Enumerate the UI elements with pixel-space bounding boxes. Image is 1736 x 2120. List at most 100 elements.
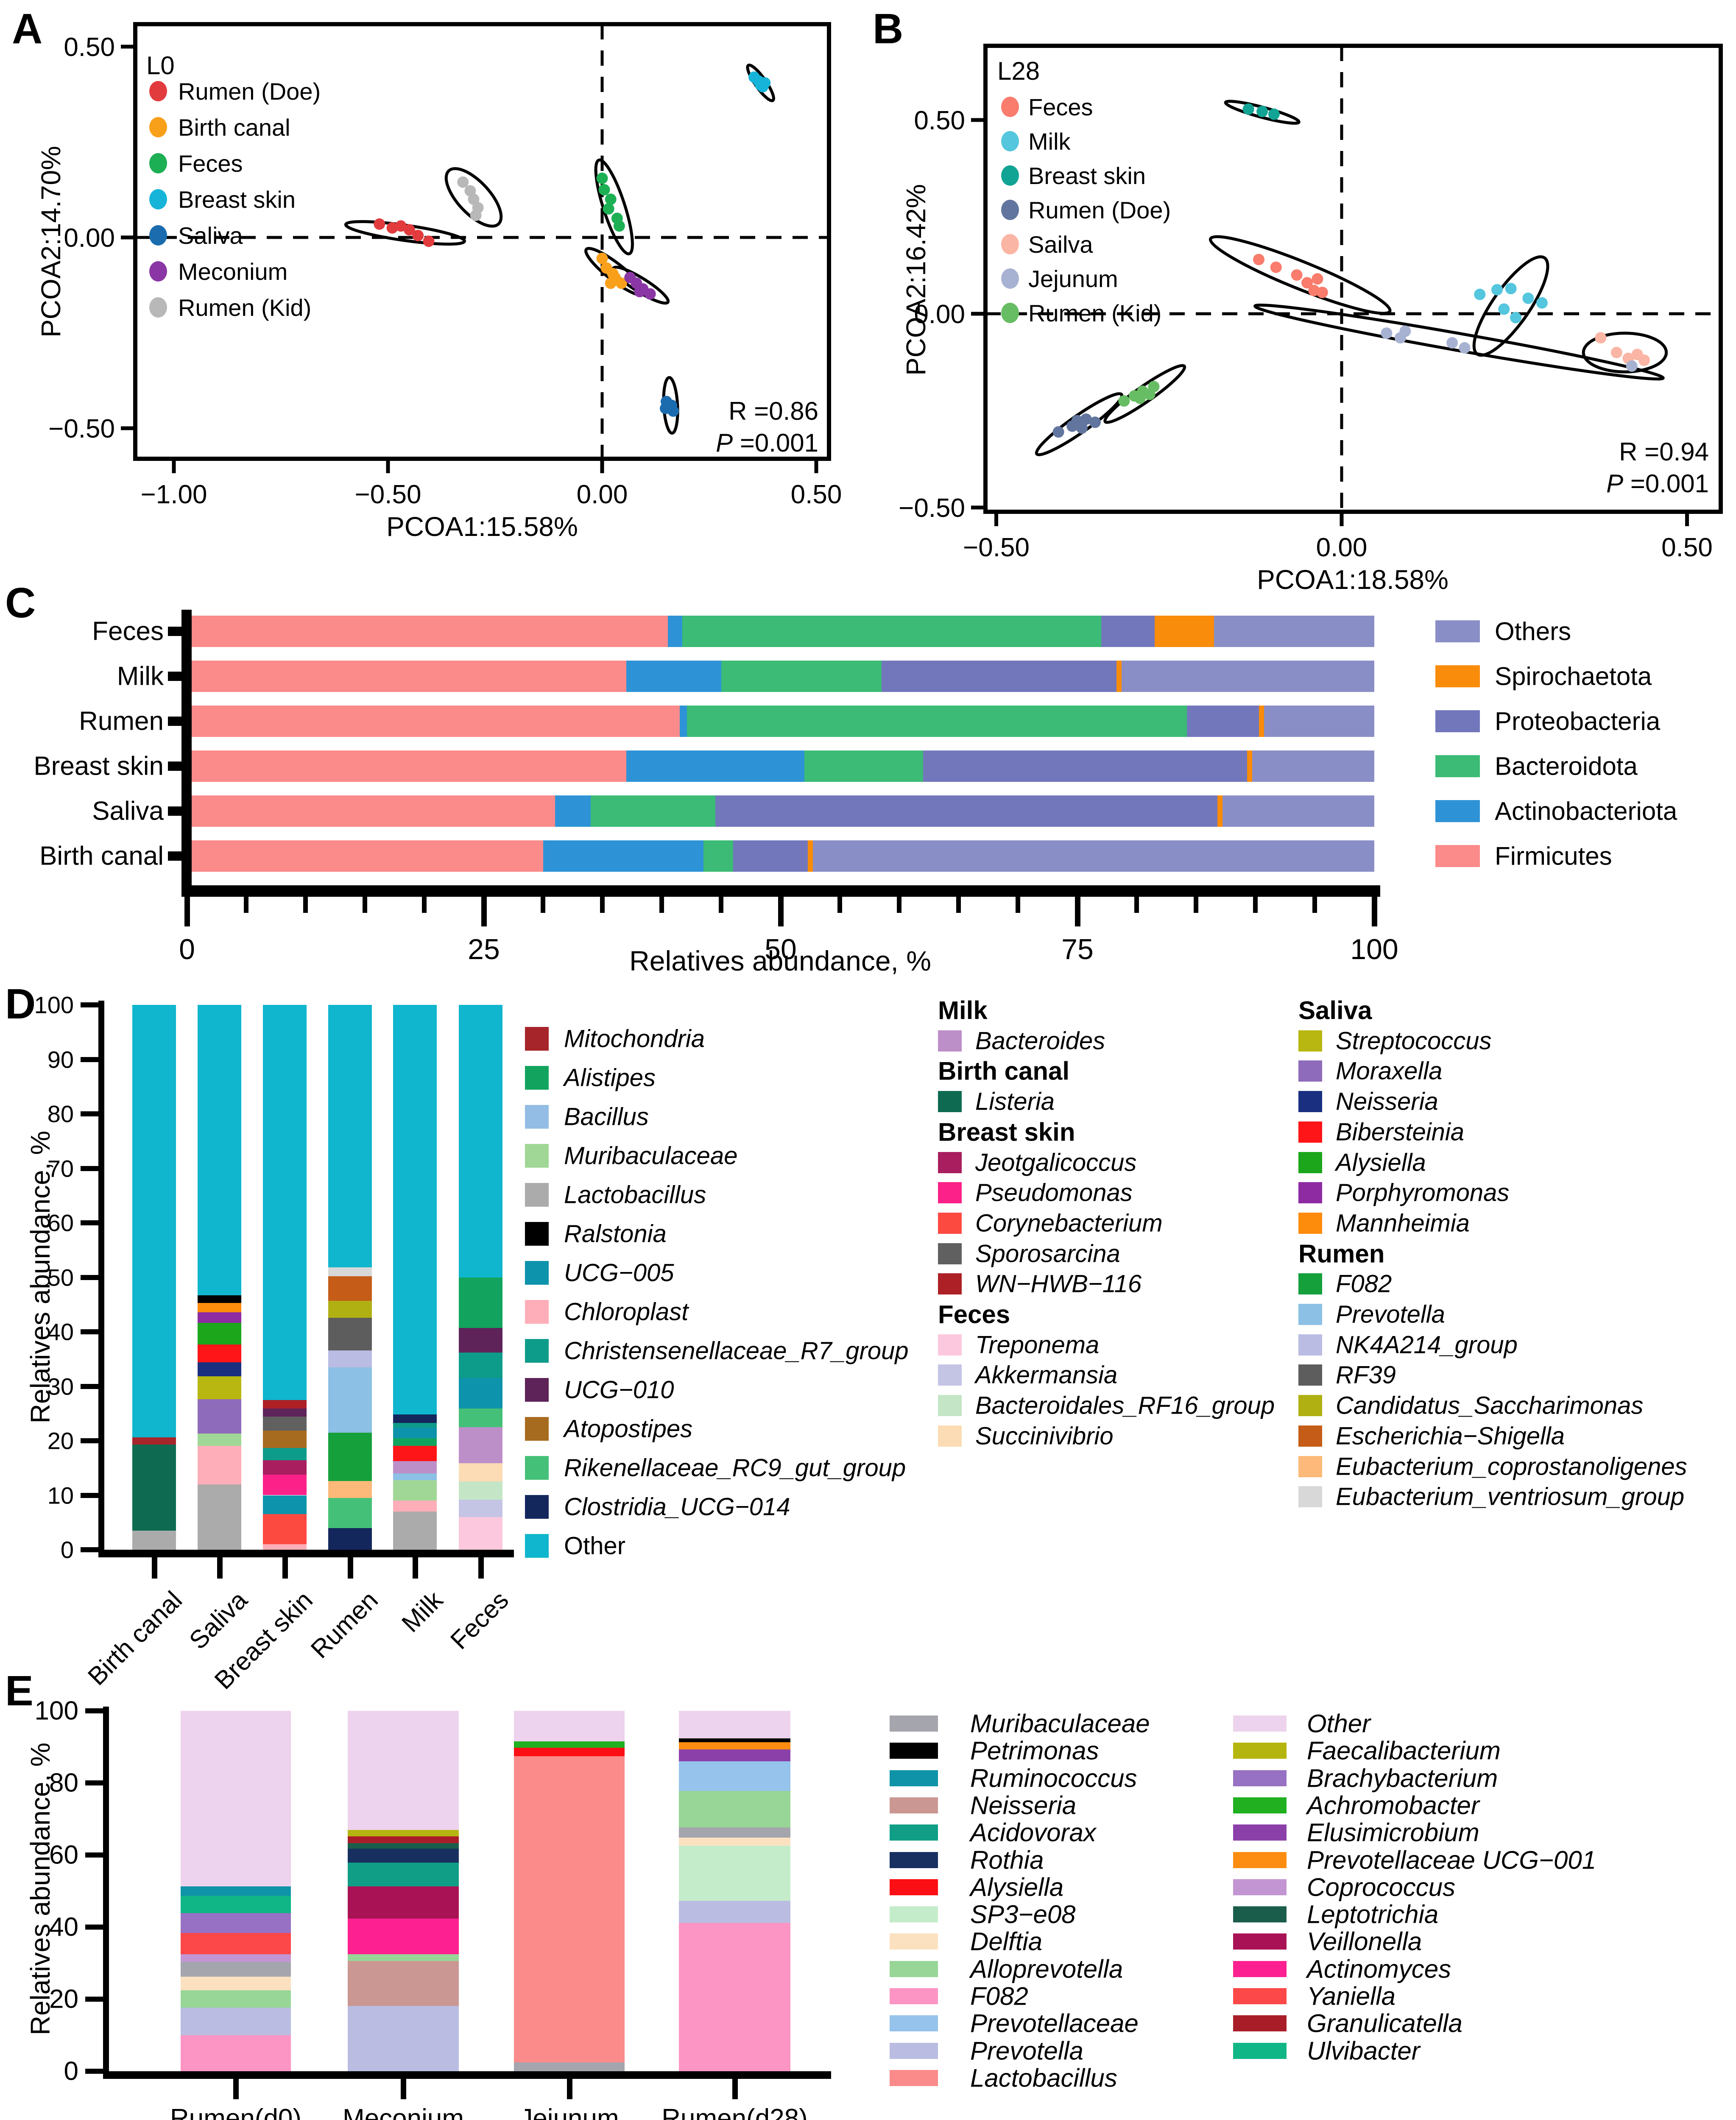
- D-bar-segment-Escherichia−Shigella: [328, 1276, 372, 1301]
- E-bar-segment-Neisseria: [348, 1961, 459, 2006]
- d-legend-swatch-Prevotella: [1298, 1304, 1322, 1325]
- D-y-tick: [81, 1275, 98, 1280]
- legend-dot-Breast skin: [149, 189, 167, 209]
- c-bar-segment-Bacteroidota: [591, 795, 715, 827]
- c-category-tick: [168, 717, 181, 726]
- e-legend-label-Achromobacter: Achromobacter: [1307, 1791, 1479, 1820]
- e-legend-swatch-Elusimicrobium: [1233, 1824, 1287, 1841]
- c-bar-segment-Firmicutes: [187, 616, 668, 647]
- E-x-axis: [103, 2071, 831, 2079]
- d-legend-swatch-Akkermansia: [938, 1364, 962, 1386]
- e-legend-swatch-Yaniella: [1233, 1988, 1287, 2004]
- x-tick-label: −1.00: [141, 480, 207, 509]
- panel-e-letter: E: [5, 1667, 33, 1715]
- cluster-ellipse-Feces: [1209, 235, 1392, 315]
- d-legend-label-Alysiella: Alysiella: [1336, 1149, 1426, 1176]
- D-y-tick-label: 80: [47, 1100, 74, 1127]
- point-Rumen (Kid): [470, 209, 482, 221]
- legend-dot-Rumen (Doe): [1001, 200, 1019, 220]
- point-Jejunum: [1446, 337, 1458, 349]
- c-legend-swatch-Spirochaetota: [1435, 665, 1480, 687]
- point-Rumen (Doe): [412, 230, 424, 241]
- legend-dot-Rumen (Kid): [1001, 303, 1019, 323]
- c-bar-segment-Firmicutes: [187, 795, 555, 827]
- e-legend-swatch-Prevotellaceae UCG−001: [1233, 1852, 1287, 1868]
- d-legend-swatch-Bacteroides: [938, 1030, 962, 1052]
- E-bar-segment-Other: [514, 1711, 625, 1742]
- d-legend-swatch-Jeotgalicoccus: [938, 1152, 962, 1173]
- point-Jejunum: [1626, 360, 1638, 372]
- d-legend-label-Akkermansia: Akkermansia: [975, 1361, 1118, 1389]
- legend-dot-Rumen (Kid): [149, 297, 167, 318]
- E-bar-segment-Delftia: [181, 1977, 291, 1990]
- c-bar-segment-Others: [1252, 750, 1374, 782]
- c-legend-swatch-Others: [1435, 620, 1480, 642]
- y-tick-label: 0.00: [64, 223, 115, 253]
- c-category-label: Milk: [117, 661, 164, 691]
- D-bar-segment-UCG−010: [459, 1328, 502, 1353]
- D-bar-segment-Other: [198, 1005, 241, 1295]
- D-bar-segment-Lactobacillus: [393, 1512, 437, 1550]
- d-legend-label-Lactobacillus: Lactobacillus: [564, 1181, 706, 1209]
- d-legend-label-Rikenellaceae_RC9_gut_group: Rikenellaceae_RC9_gut_group: [564, 1454, 906, 1482]
- c-x-tick-minor: [1194, 897, 1198, 913]
- E-bar-segment-SP3−e08: [679, 1845, 790, 1901]
- e-legend-swatch-Lactobacillus: [890, 2070, 938, 2086]
- d-legend-label-Mannheimia: Mannheimia: [1336, 1209, 1470, 1237]
- point-Feces: [1253, 254, 1265, 265]
- legend-label-Jejunum: Jejunum: [1028, 265, 1118, 292]
- plot-border: [133, 22, 831, 461]
- e-legend-swatch-Leptotrichia: [1233, 1906, 1287, 1923]
- c-category-tick: [168, 851, 181, 861]
- E-bar-segment-F082: [181, 2035, 291, 2071]
- e-legend-label-Other: Other: [1307, 1709, 1371, 1738]
- d-legend-swatch-Eubacterium_coprostanoligenes: [1298, 1456, 1322, 1477]
- c-legend-swatch-Proteobacteria: [1435, 710, 1480, 732]
- point-Rumen (Doe): [386, 222, 398, 234]
- legend-label-Breast skin: Breast skin: [178, 186, 296, 213]
- point-Feces: [596, 173, 608, 184]
- c-bar-segment-Spirochaetota: [808, 840, 813, 872]
- E-bar-segment-Alloprevotella: [679, 1791, 790, 1827]
- D-y-tick: [81, 1220, 98, 1225]
- E-bar-segment-Alloprevotella: [348, 1954, 459, 1961]
- e-legend-swatch-Achromobacter: [1233, 1797, 1287, 1813]
- E-y-tick: [85, 1780, 103, 1785]
- legend-label-Rumen (Doe): Rumen (Doe): [1028, 197, 1171, 223]
- e-legend-label-Granulicatella: Granulicatella: [1307, 2009, 1462, 2038]
- D-bar-segment-Christensenellaceae_R7_group: [263, 1448, 307, 1461]
- c-category-tick: [168, 762, 181, 771]
- point-Rumen (Kid): [1118, 395, 1130, 407]
- D-bar-segment-Chloroplast: [393, 1501, 437, 1512]
- legend-dot-Sailva: [1001, 234, 1019, 254]
- d-legend-swatch-Corynebacterium: [938, 1212, 962, 1234]
- point-Breast skin: [1242, 103, 1254, 115]
- E-category-label: Rumen(d0): [170, 2104, 302, 2120]
- c-x-tick-major: [1075, 897, 1080, 926]
- e-legend-swatch-Ruminococcus: [890, 1770, 938, 1786]
- cluster-ellipse-Rumen (Kid): [444, 167, 503, 228]
- e-legend-label-SP3−e08: SP3−e08: [970, 1900, 1076, 1929]
- e-legend-swatch-Rothia: [890, 1852, 938, 1868]
- D-bar-segment-UCG−010: [263, 1409, 307, 1417]
- E-bar-segment-Acidovorax: [348, 1862, 459, 1886]
- c-bar-segment-Others: [812, 840, 1374, 872]
- D-x-tick: [217, 1557, 223, 1579]
- d-legend-swatch-Bibersteinia: [1298, 1121, 1322, 1143]
- d-legend-swatch-NK4A214_group: [1298, 1334, 1322, 1356]
- D-x-tick: [478, 1557, 484, 1579]
- point-Rumen (Doe): [1089, 416, 1101, 428]
- c-bar-segment-Proteobacteria: [733, 840, 808, 872]
- E-y-tick: [85, 1852, 103, 1858]
- E-bar-segment-Other: [679, 1711, 790, 1738]
- legend-dot-Birth canal: [149, 117, 167, 137]
- e-legend-swatch-Prevotella: [890, 2042, 938, 2059]
- D-y-tick-label: 50: [47, 1264, 74, 1291]
- c-bar-segment-Proteobacteria: [923, 750, 1248, 782]
- e-legend-label-Muribaculaceae: Muribaculaceae: [970, 1709, 1150, 1738]
- e-legend-label-Rothia: Rothia: [970, 1846, 1044, 1874]
- E-bar-segment-Alysiella: [514, 1747, 625, 1757]
- c-x-tick-label: 75: [1061, 933, 1094, 965]
- e-legend-label-Elusimicrobium: Elusimicrobium: [1307, 1818, 1479, 1847]
